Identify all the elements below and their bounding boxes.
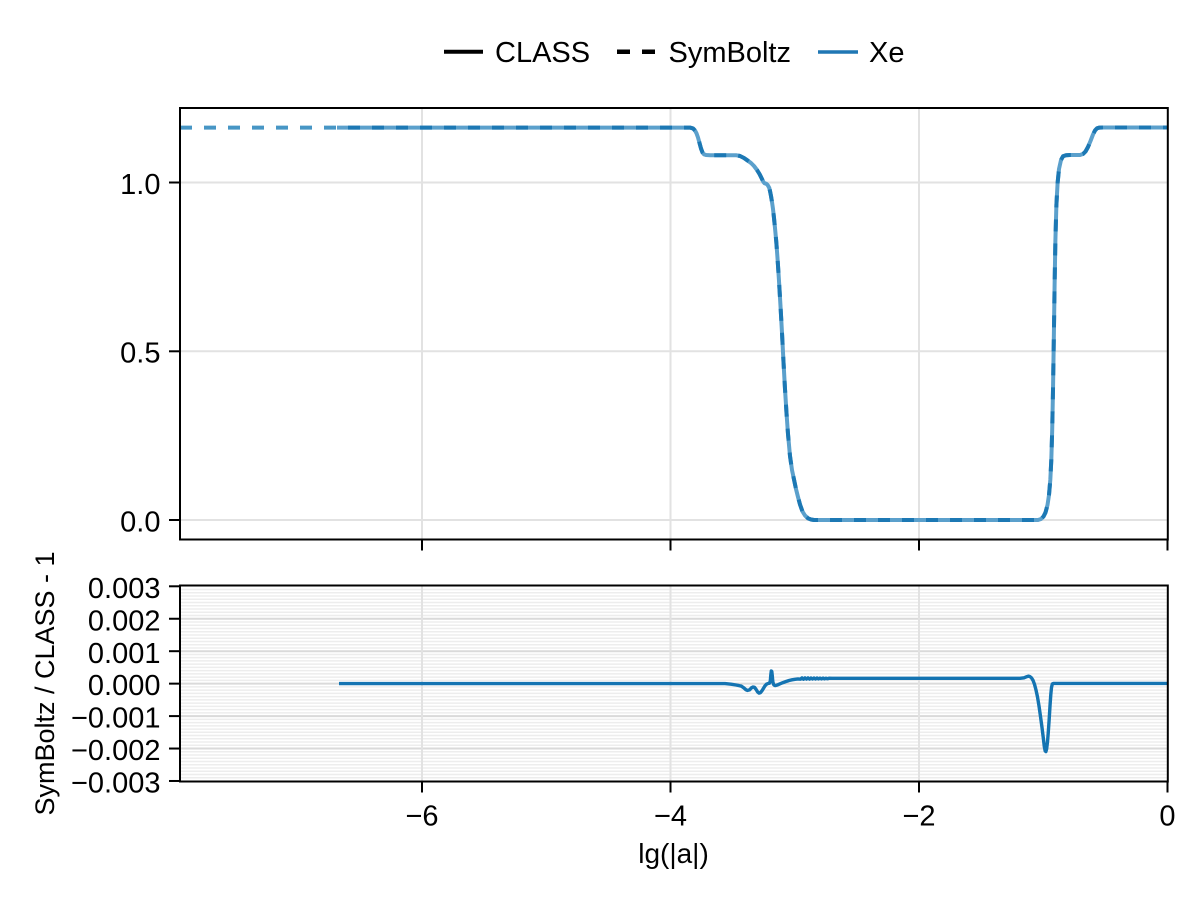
- svg-text:lg(|a|): lg(|a|): [638, 838, 709, 869]
- svg-text:−6: −6: [405, 800, 438, 832]
- svg-text:−2: −2: [902, 800, 935, 832]
- svg-text:SymBoltz / CLASS - 1: SymBoltz / CLASS - 1: [30, 551, 60, 815]
- svg-text:−4: −4: [654, 800, 687, 832]
- svg-text:0.000: 0.000: [88, 670, 161, 702]
- svg-text:0: 0: [1159, 800, 1175, 832]
- svg-text:SymBoltz: SymBoltz: [669, 37, 791, 69]
- svg-text:Xe: Xe: [869, 37, 904, 69]
- svg-text:−0.003: −0.003: [71, 768, 161, 800]
- svg-text:0.003: 0.003: [88, 573, 161, 605]
- svg-text:−0.002: −0.002: [71, 735, 161, 767]
- svg-text:−0.001: −0.001: [71, 703, 161, 735]
- svg-text:0.002: 0.002: [88, 605, 161, 637]
- svg-text:1.0: 1.0: [120, 169, 160, 201]
- svg-text:0.0: 0.0: [120, 506, 160, 538]
- svg-text:CLASS: CLASS: [495, 37, 590, 69]
- svg-text:0.5: 0.5: [120, 338, 160, 370]
- svg-text:0.001: 0.001: [88, 638, 161, 670]
